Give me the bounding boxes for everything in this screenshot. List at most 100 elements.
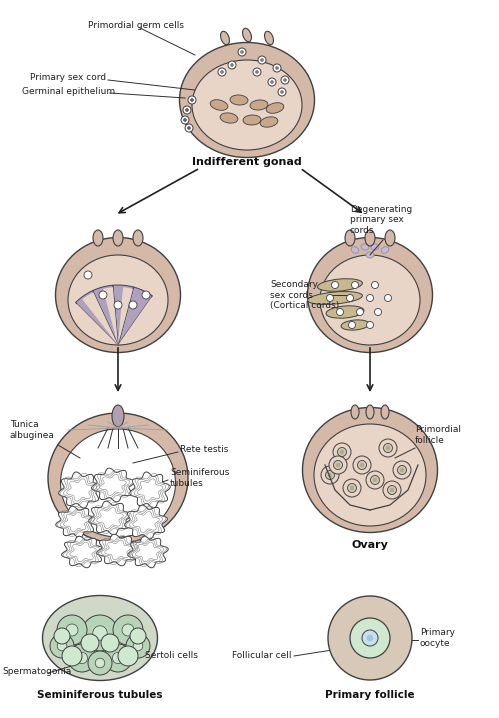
Ellipse shape — [351, 405, 359, 419]
Circle shape — [321, 466, 339, 484]
Circle shape — [280, 90, 283, 93]
Circle shape — [238, 48, 246, 56]
Circle shape — [50, 634, 74, 658]
Text: Ovary: Ovary — [352, 540, 388, 550]
Circle shape — [328, 473, 332, 477]
Text: Primary sex cord: Primary sex cord — [30, 73, 106, 83]
Circle shape — [113, 615, 143, 645]
Wedge shape — [113, 285, 134, 345]
Circle shape — [57, 641, 67, 651]
Circle shape — [337, 447, 346, 457]
Ellipse shape — [366, 663, 374, 673]
Ellipse shape — [395, 634, 405, 642]
Ellipse shape — [266, 103, 284, 113]
Polygon shape — [125, 505, 168, 538]
Circle shape — [68, 644, 96, 672]
Ellipse shape — [243, 28, 251, 42]
Circle shape — [367, 635, 373, 641]
Circle shape — [388, 485, 397, 495]
Wedge shape — [103, 287, 118, 345]
Ellipse shape — [307, 238, 433, 353]
Circle shape — [393, 461, 411, 479]
Ellipse shape — [260, 117, 278, 127]
Text: Secondary
sex cords
(Cortical cords): Secondary sex cords (Cortical cords) — [270, 280, 339, 310]
Ellipse shape — [314, 424, 426, 526]
Circle shape — [362, 630, 378, 646]
Text: Seminiferous
tubules: Seminiferous tubules — [170, 468, 230, 488]
Circle shape — [62, 646, 82, 666]
Circle shape — [95, 658, 105, 668]
Circle shape — [329, 456, 347, 474]
Wedge shape — [118, 287, 133, 345]
Wedge shape — [82, 292, 118, 345]
Ellipse shape — [381, 659, 389, 668]
Circle shape — [336, 463, 340, 467]
Circle shape — [371, 281, 379, 289]
Circle shape — [185, 124, 193, 132]
Text: Rete testis: Rete testis — [180, 445, 229, 454]
Ellipse shape — [55, 238, 181, 353]
Text: Degenerating
primary sex
cords: Degenerating primary sex cords — [350, 205, 412, 235]
Ellipse shape — [113, 230, 123, 246]
Circle shape — [375, 309, 382, 315]
Ellipse shape — [351, 659, 359, 668]
Circle shape — [129, 301, 137, 309]
Circle shape — [331, 281, 338, 289]
Circle shape — [88, 651, 112, 675]
Circle shape — [366, 294, 373, 302]
Polygon shape — [128, 536, 168, 568]
Ellipse shape — [371, 244, 379, 250]
Circle shape — [142, 291, 150, 299]
Polygon shape — [58, 472, 101, 508]
Circle shape — [181, 116, 189, 124]
Ellipse shape — [391, 649, 401, 657]
Circle shape — [81, 634, 99, 652]
Circle shape — [370, 475, 380, 485]
Ellipse shape — [220, 113, 238, 123]
Ellipse shape — [345, 230, 355, 246]
Circle shape — [221, 70, 224, 73]
Circle shape — [278, 88, 286, 96]
Ellipse shape — [339, 649, 349, 657]
Circle shape — [99, 291, 107, 299]
Text: Testis: Testis — [100, 543, 136, 553]
Text: Primary follicle: Primary follicle — [325, 690, 415, 700]
Circle shape — [191, 98, 194, 101]
Circle shape — [328, 596, 412, 680]
Circle shape — [340, 450, 344, 454]
Circle shape — [84, 271, 92, 279]
Circle shape — [326, 294, 333, 302]
Circle shape — [343, 479, 361, 497]
Circle shape — [122, 624, 134, 636]
Circle shape — [333, 443, 351, 461]
Wedge shape — [75, 291, 118, 345]
Ellipse shape — [385, 230, 395, 246]
Ellipse shape — [365, 230, 375, 246]
Ellipse shape — [351, 607, 359, 617]
Text: Seminiferous tubules: Seminiferous tubules — [37, 690, 163, 700]
Circle shape — [104, 644, 132, 672]
Circle shape — [336, 309, 343, 315]
Circle shape — [273, 64, 281, 72]
Circle shape — [347, 483, 356, 493]
Circle shape — [390, 488, 394, 492]
Text: Sertoli cells: Sertoli cells — [145, 651, 198, 660]
Circle shape — [350, 486, 354, 490]
Ellipse shape — [341, 320, 369, 330]
Circle shape — [218, 68, 226, 76]
Ellipse shape — [180, 42, 314, 157]
Ellipse shape — [48, 413, 188, 543]
Wedge shape — [118, 287, 152, 345]
Circle shape — [101, 634, 119, 652]
Circle shape — [366, 471, 384, 489]
Circle shape — [133, 641, 143, 651]
Text: Follicular cell: Follicular cell — [233, 651, 292, 660]
Ellipse shape — [391, 619, 401, 628]
Circle shape — [82, 615, 118, 651]
Circle shape — [93, 626, 107, 640]
Circle shape — [275, 67, 278, 70]
Polygon shape — [89, 501, 131, 535]
Polygon shape — [130, 472, 170, 508]
Ellipse shape — [60, 429, 176, 537]
Circle shape — [126, 634, 150, 658]
